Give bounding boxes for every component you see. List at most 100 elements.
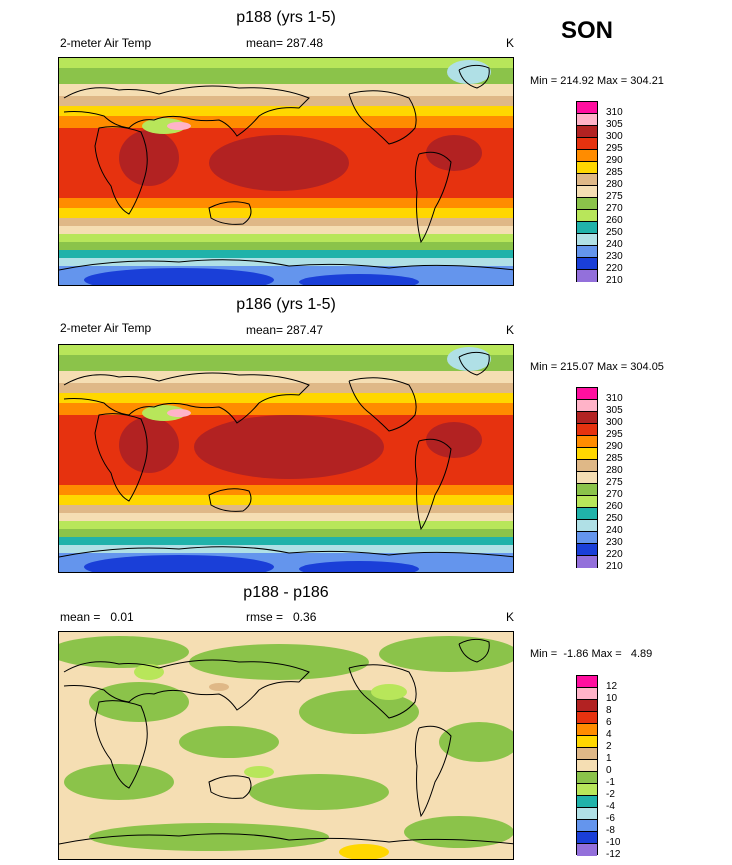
panel3-level-label: 1 [606,753,612,764]
panel3-level-label: -8 [606,825,615,836]
panel1-level-label: 300 [606,131,623,142]
panel1-colorbar-swatch [577,198,597,210]
panel3-level-label: -10 [606,837,621,848]
panel2-colorbar-swatch [577,556,597,568]
panel2-colorbar-swatch [577,448,597,460]
panel1-level-label: 250 [606,227,623,238]
panel2-level-label: 250 [606,513,623,524]
panel2-level-label: 270 [606,489,623,500]
panel3-colorbar-swatch [577,772,597,784]
panel2-level-label: 280 [606,465,623,476]
panel1-level-label: 275 [606,191,623,202]
panel2-colorbar-swatch [577,544,597,556]
panel1-variable-label: 2-meter Air Temp [60,36,152,50]
panel3-level-label: 6 [606,717,612,728]
panel1-colorbar-swatch [577,138,597,150]
panel1-level-label: 260 [606,215,623,226]
panel1-colorbar-swatch [577,258,597,270]
panel3-colorbar-swatch [577,844,597,856]
panel2-level-label: 275 [606,477,623,488]
panel1-map [58,57,514,286]
panel3-colorbar-swatch [577,748,597,760]
panel1-colorbar-swatch [577,102,597,114]
panel3-level-label: 12 [606,681,618,692]
panel2-colorbar-swatch [577,388,597,400]
panel2-level-label: 240 [606,525,623,536]
panel2-level-label: 295 [606,429,623,440]
panel2-colorbar-swatch [577,412,597,424]
panel1-title: p188 (yrs 1-5) [236,9,336,26]
panel2-level-label: 285 [606,453,623,464]
panel1-level-label: 285 [606,167,623,178]
panel3-level-label: 8 [606,705,612,716]
panel3-colorbar-swatch [577,736,597,748]
panel1-colorbar-swatch [577,210,597,222]
panel2-level-label: 220 [606,549,623,560]
panel2-colorbar-swatch [577,436,597,448]
panel3-colorbar [576,675,598,856]
panel1-minmax: Min = 214.92 Max = 304.21 [530,75,664,87]
panel1-colorbar-swatch [577,126,597,138]
panel3-colorbar-swatch [577,808,597,820]
panel3-level-label: -2 [606,789,615,800]
panel3-mean-label: mean = 0.01 [60,610,134,624]
panel2-minmax: Min = 215.07 Max = 304.05 [530,361,664,373]
panel1-level-label: 230 [606,251,623,262]
panel3-minmax: Min = -1.86 Max = 4.89 [530,648,653,660]
panel1-colorbar-swatch [577,174,597,186]
panel1-level-label: 305 [606,119,623,130]
season-label: SON [561,17,614,44]
panel2-colorbar-swatch [577,460,597,472]
panel3-colorbar-swatch [577,712,597,724]
panel1-colorbar-swatch [577,234,597,246]
panel2-variable-label: 2-meter Air Temp [60,321,152,335]
panel3-colorbar-swatch [577,700,597,712]
panel2-level-label: 310 [606,393,623,404]
panel3-units-label: K [506,610,515,624]
panel2-units-label: K [506,323,515,337]
panel1-level-label: 220 [606,263,623,274]
panel2-level-label: 305 [606,405,623,416]
panel2-level-label: 300 [606,417,623,428]
panel3-level-label: -6 [606,813,615,824]
panel1-level-label: 295 [606,143,623,154]
panel3-level-label: -12 [606,849,621,860]
panel2-colorbar-swatch [577,484,597,496]
panel2-level-label: 230 [606,537,623,548]
panel2-colorbar-swatch [577,520,597,532]
panel1-colorbar-swatch [577,114,597,126]
panel3-colorbar-swatch [577,724,597,736]
panel1-colorbar [576,101,598,282]
panel2-level-label: 260 [606,501,623,512]
panel2-mean-label: mean= 287.47 [246,323,324,337]
panel2-level-label: 290 [606,441,623,452]
panel1-mean-label: mean= 287.48 [246,36,324,50]
panel3-colorbar-swatch [577,760,597,772]
panel3-level-label: 0 [606,765,612,776]
panel2-colorbar-swatch [577,532,597,544]
panel2-map [58,344,514,573]
panel3-level-label: -4 [606,801,615,812]
panel3-rmse-label: rmse = 0.36 [246,610,317,624]
panel3-map [58,631,514,860]
panel3-colorbar-swatch [577,820,597,832]
panel2-title: p186 (yrs 1-5) [236,296,336,313]
panel3-level-label: -1 [606,777,615,788]
panel3-colorbar-swatch [577,676,597,688]
panel2-colorbar [576,387,598,568]
panel1-level-label: 310 [606,107,623,118]
panel2-colorbar-swatch [577,400,597,412]
panel2-colorbar-swatch [577,472,597,484]
panel1-units-label: K [506,36,515,50]
panel1-colorbar-swatch [577,150,597,162]
panel3-colorbar-swatch [577,688,597,700]
panel2-colorbar-swatch [577,424,597,436]
panel1-colorbar-swatch [577,222,597,234]
panel3-level-label: 2 [606,741,612,752]
panel3-colorbar-swatch [577,796,597,808]
panel1-level-label: 270 [606,203,623,214]
panel1-colorbar-swatch [577,246,597,258]
panel3-colorbar-swatch [577,784,597,796]
panel3-title: p188 - p186 [243,584,329,601]
panel2-level-label: 210 [606,561,623,572]
